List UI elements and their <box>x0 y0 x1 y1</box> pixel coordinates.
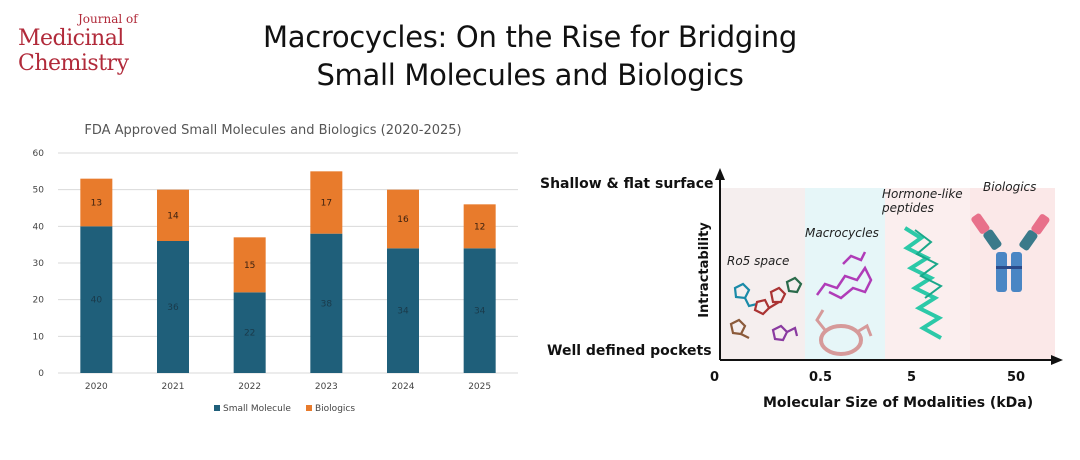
x-tick-label: 2024 <box>392 382 415 392</box>
bar-biologics <box>387 189 419 249</box>
data-label: 17 <box>321 199 332 209</box>
x-tick-3: 50 <box>1007 370 1026 385</box>
top-label: Shallow & flat surface <box>540 176 714 192</box>
bar-chart-svg: 0 10 20 30 40 50 60 40 13 2020 36 14 2021 22 15 2022 38 1… <box>33 149 518 414</box>
y-tick-label: 20 <box>33 296 45 306</box>
y-tick-label: 50 <box>33 186 45 196</box>
data-label: 12 <box>474 222 485 232</box>
x-tick-label: 2020 <box>85 382 108 392</box>
peptide-helix-illustration <box>903 226 944 340</box>
title-line-2: Small Molecules and Biologics <box>316 58 744 92</box>
data-label: 22 <box>244 329 255 339</box>
x-tick-1: 0.5 <box>809 370 833 385</box>
bar-biologics <box>157 189 189 241</box>
legend-swatch <box>214 405 220 411</box>
data-label: 13 <box>91 199 102 209</box>
bar-biologics <box>310 171 343 234</box>
x-tick-2: 5 <box>907 370 917 385</box>
modality-diagram: Shallow & flat surface Well defined pock… <box>535 160 1070 430</box>
data-label: 38 <box>321 299 333 309</box>
y-axis-arrow <box>715 168 725 180</box>
y-tick-label: 60 <box>33 149 45 159</box>
zone-macrocycles-bg <box>805 188 885 360</box>
x-tick-label: 2021 <box>162 382 185 392</box>
bar-small-molecule <box>80 226 113 373</box>
ro5-molecules-illustration <box>729 276 803 342</box>
bar-small-molecule <box>233 292 266 373</box>
data-label: 34 <box>397 307 409 317</box>
x-tick-label: 2025 <box>468 382 491 392</box>
x-tick-label: 2023 <box>315 382 338 392</box>
data-label: 36 <box>167 303 179 313</box>
data-label: 34 <box>474 307 486 317</box>
antibody-illustration <box>971 213 1050 292</box>
logo-line-1: Journal of <box>78 12 138 26</box>
bar-biologics <box>463 204 496 249</box>
legend-swatch <box>306 405 312 411</box>
y-axis-label: Intractability <box>697 222 712 318</box>
chart-title: FDA Approved Small Molecules and Biologi… <box>84 123 462 138</box>
bar-small-molecule <box>310 233 343 373</box>
zone-ro5-bg <box>720 188 805 360</box>
bar-biologics <box>233 237 266 293</box>
zone-label-ro5: Ro5 space <box>727 254 790 268</box>
page-title: Macrocycles: On the Rise for Bridging Sm… <box>230 18 830 94</box>
legend-entry: Small Molecule <box>223 404 291 414</box>
y-tick-label: 0 <box>38 369 44 379</box>
macrocycle-illustration <box>815 251 873 356</box>
zone-label-macrocycles: Macrocycles <box>805 226 879 240</box>
y-tick-label: 40 <box>33 222 45 232</box>
y-tick-label: 30 <box>33 259 45 269</box>
data-label: 40 <box>91 296 103 306</box>
legend-entry: Biologics <box>315 404 355 414</box>
data-label: 16 <box>397 215 409 225</box>
bar-biologics <box>80 178 113 227</box>
bar-small-molecule <box>463 248 496 373</box>
bottom-label: Well defined pockets <box>547 343 712 359</box>
x-axis-label: Molecular Size of Modalities (kDa) <box>763 395 1034 411</box>
bar-small-molecule <box>157 241 189 373</box>
journal-logo: Journal of Medicinal Chemistry <box>18 12 148 76</box>
zone-label-peptides: Hormone-like peptides <box>882 187 963 215</box>
y-tick-label: 10 <box>33 332 45 342</box>
bar-small-molecule <box>387 248 419 373</box>
fda-bar-chart: 0 10 20 30 40 50 60 40 13 2020 36 14 2021 22 15 2022 38 1… <box>18 115 528 425</box>
data-label: 14 <box>167 211 179 221</box>
diagram-svg <box>715 168 1063 365</box>
logo-line-2: Medicinal <box>18 26 124 51</box>
zone-label-biologics: Biologics <box>983 180 1037 194</box>
data-label: 15 <box>244 261 255 271</box>
title-line-1: Macrocycles: On the Rise for Bridging <box>263 20 797 54</box>
x-axis-arrow <box>1051 355 1063 365</box>
x-tick-label: 2022 <box>238 382 261 392</box>
x-tick-0: 0 <box>710 370 720 385</box>
logo-line-3: Chemistry <box>18 51 129 76</box>
